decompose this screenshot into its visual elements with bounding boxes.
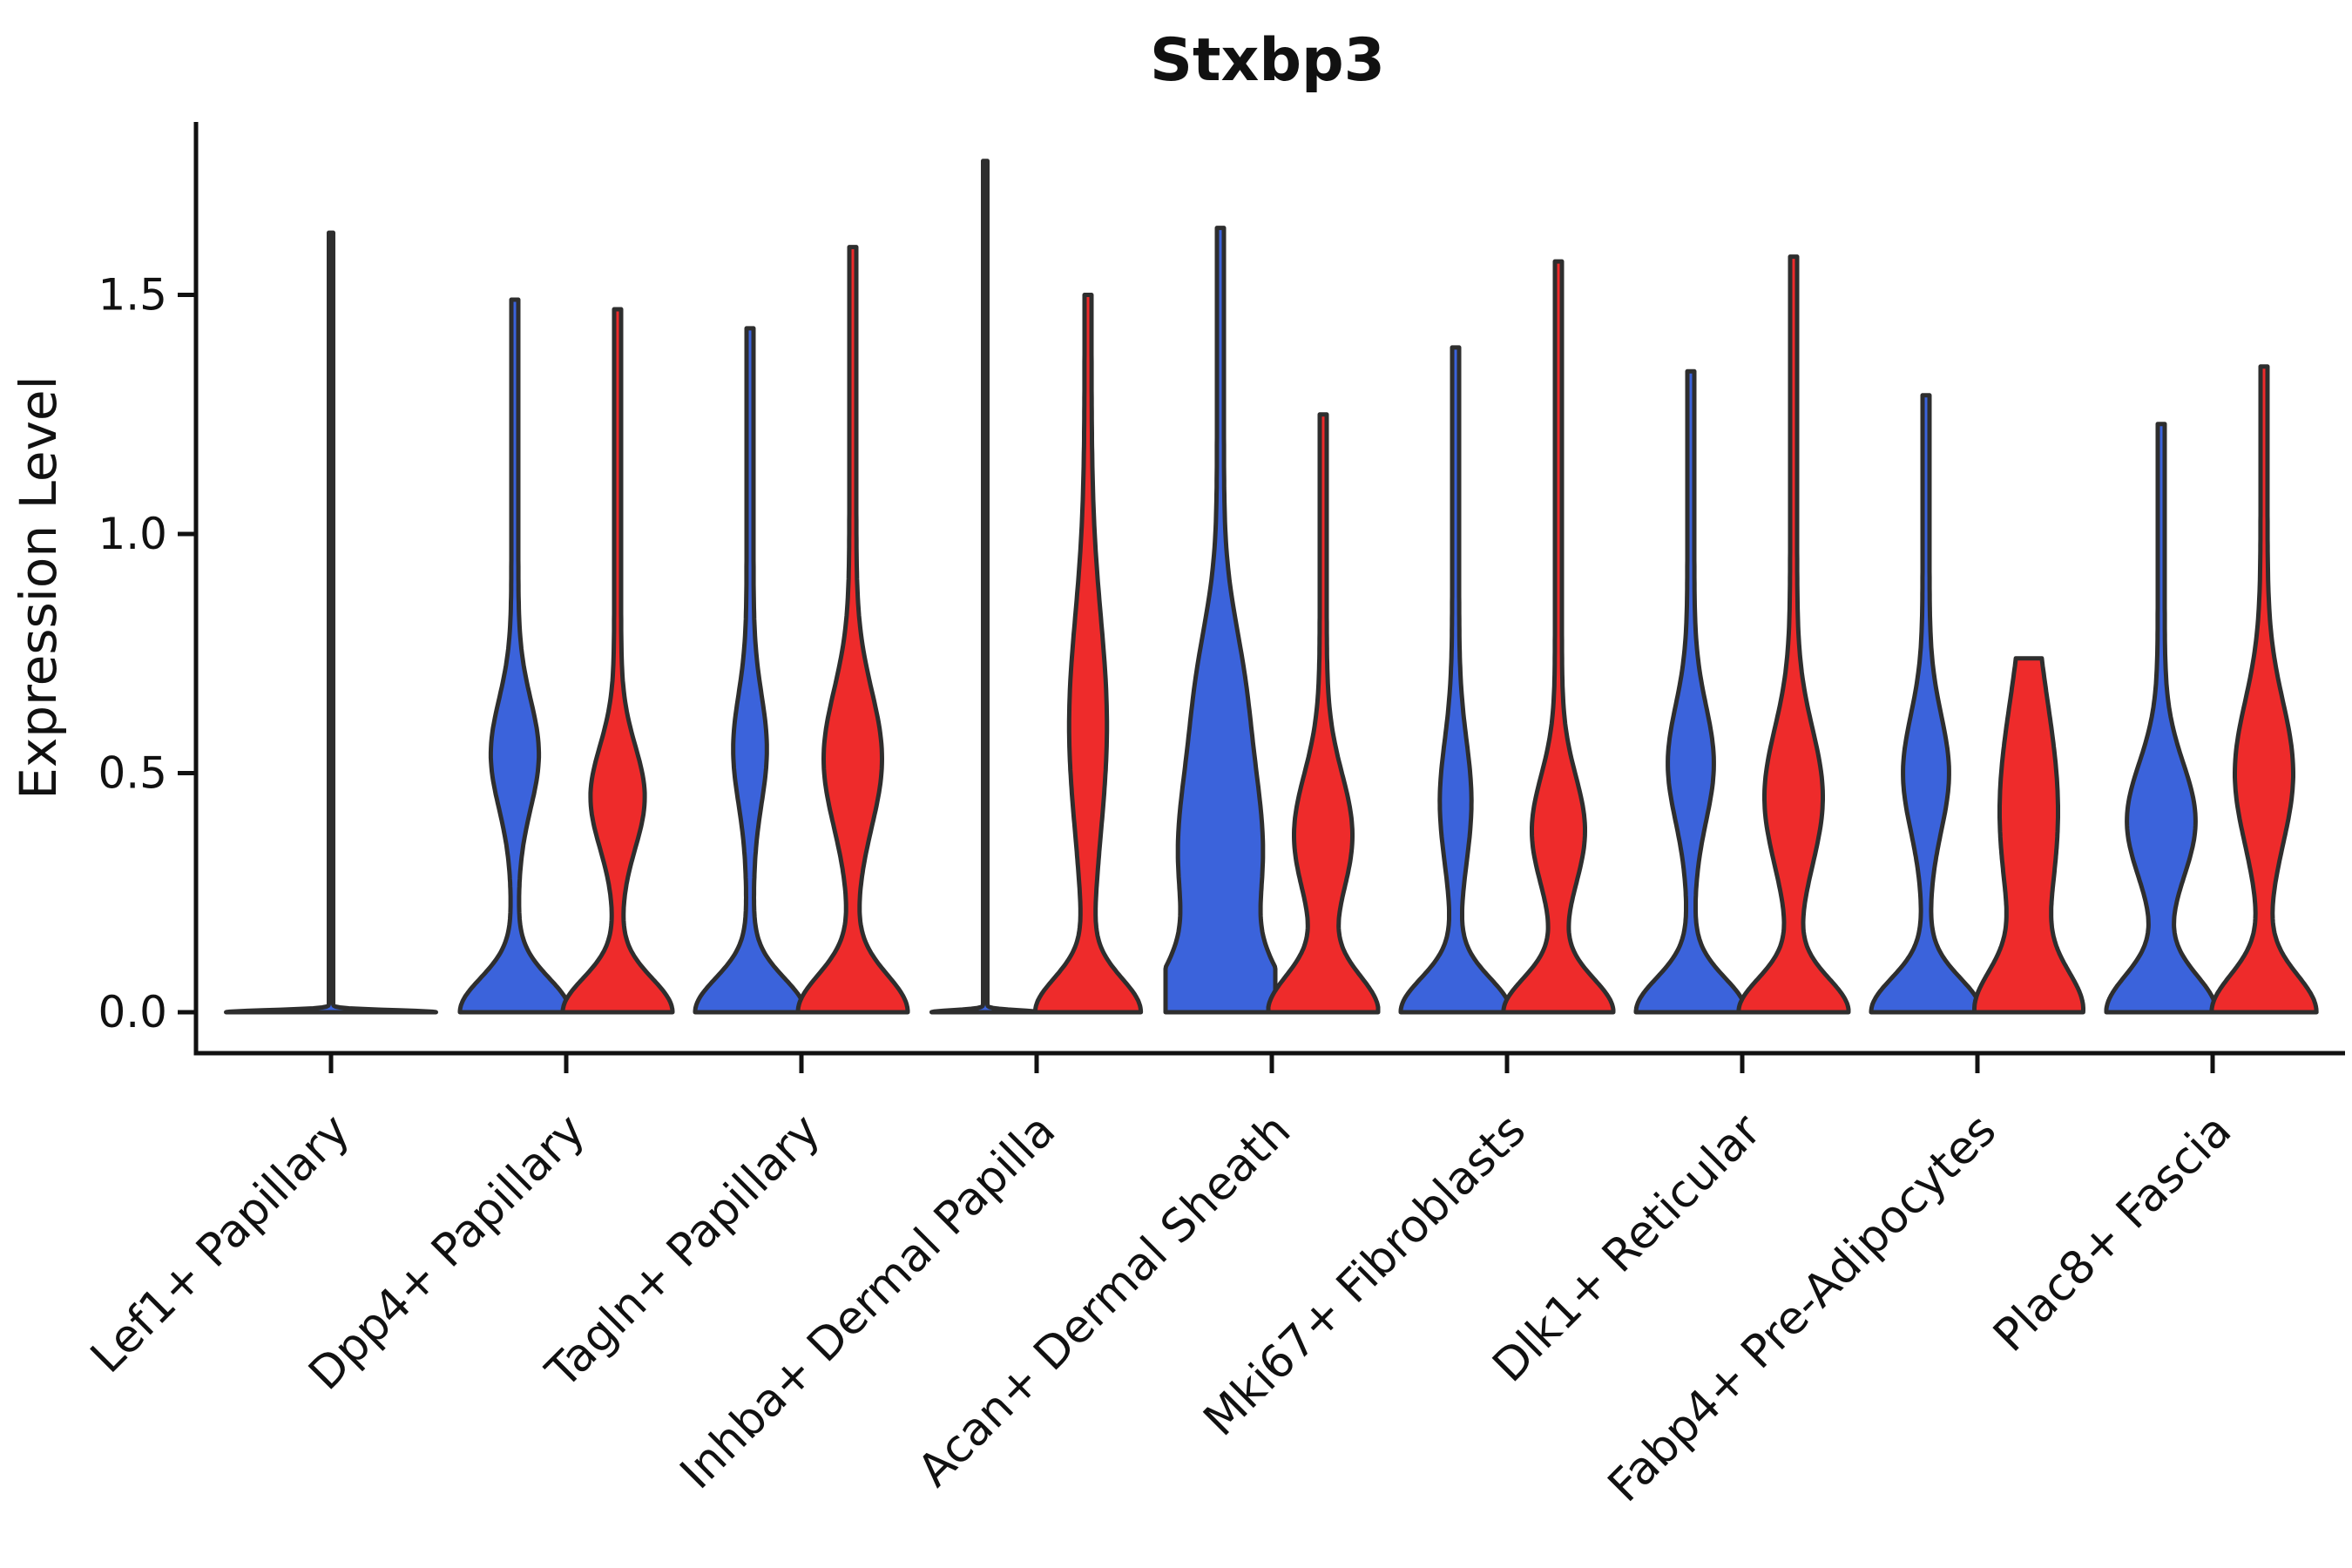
x-tick-label-4: Inhba+ Dermal Papilla [671,1105,1065,1499]
violin-mki67-fibroblasts-red [1501,259,1616,1015]
violin-fabp4-pre-adipocytes-red [1972,656,2085,1015]
x-tick-label-9: Plac8+ Fascia [1984,1105,2241,1362]
violin-dpp4-papillary-blue [457,297,572,1015]
y-tick-label: 0.0 [98,987,167,1037]
violin-dlk1-reticular-red [1736,254,1851,1015]
violin-plac8-fascia-blue [2104,422,2219,1015]
y-tick-label: 1.5 [98,270,167,321]
violin-tagln-papillary-blue [693,326,808,1015]
violin-inhba-dermal-papilla-red [1032,293,1144,1015]
chart-title: Stxbp3 [1150,26,1385,95]
violin-acan-dermal-sheath-red [1266,412,1381,1015]
x-tick-label-5: Acan+ Dermal Sheath [909,1105,1301,1497]
violin-acan-dermal-sheath-blue [1163,226,1278,1015]
violin-inhba-dermal-papilla-blue [929,159,1041,1015]
violin-dpp4-papillary-red [560,307,675,1015]
y-tick-label: 0.5 [98,748,167,799]
violin-tagln-papillary-red [795,245,910,1015]
violin-lef1-papillary-blue [224,230,438,1015]
y-tick-label: 1.0 [98,509,167,559]
x-tick-label-1: Lef1+ Papillary [81,1105,360,1383]
violin-dlk1-reticular-blue [1633,368,1748,1015]
y-axis-label: Expression Level [9,375,68,799]
violin-fabp4-pre-adipocytes-blue [1869,393,1984,1015]
x-tick-label-8: Fabp4+ Pre-Adipocytes [1598,1105,2006,1512]
violin-mki67-fibroblasts-blue [1398,345,1513,1015]
violin-plac8-fascia-red [2209,364,2319,1015]
